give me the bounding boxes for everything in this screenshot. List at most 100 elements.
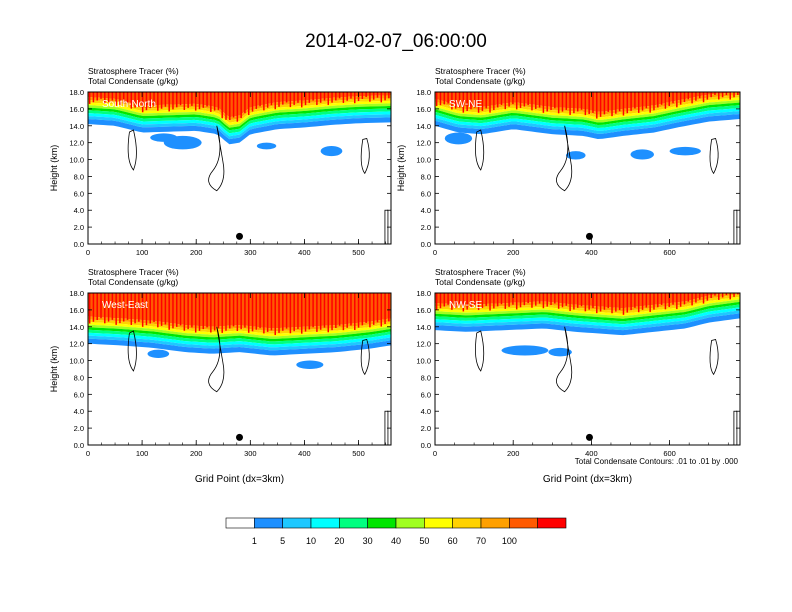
- tracer-streak: [255, 92, 258, 109]
- tracer-streak: [191, 293, 193, 328]
- tracer-streak: [714, 293, 716, 296]
- tracer-field: [88, 293, 391, 445]
- tracer-streak: [206, 92, 208, 107]
- y-tick-label: 18.0: [416, 88, 431, 97]
- tracer-streak: [141, 293, 144, 327]
- tracer-streak: [523, 293, 526, 306]
- x-tick-label: 600: [663, 449, 676, 458]
- colorbar-swatch: [509, 517, 538, 529]
- tracer-patch: [256, 142, 277, 150]
- tracer-streak: [668, 92, 670, 107]
- tracer-streak: [664, 92, 667, 109]
- tracer-streak: [134, 92, 136, 108]
- tracer-streak: [630, 293, 632, 311]
- tracer-streak: [535, 293, 537, 306]
- tracer-band-9: [88, 316, 391, 332]
- panel-title-condensate: Total Condensate (g/kg): [88, 76, 178, 86]
- tracer-streak: [641, 293, 644, 310]
- tracer-streak: [710, 92, 712, 98]
- tracer-band-4: [88, 329, 391, 345]
- tracer-streak: [274, 92, 276, 110]
- tracer-streak: [603, 92, 606, 115]
- tracer-streak: [588, 92, 590, 115]
- tracer-streak: [183, 92, 186, 110]
- colorbar-label: 40: [391, 536, 401, 546]
- tracer-streak: [388, 293, 390, 322]
- tracer-streak: [622, 293, 625, 315]
- y-tick-label: 16.0: [416, 306, 431, 315]
- tracer-streak: [316, 293, 318, 332]
- tracer-streak: [263, 293, 265, 334]
- tracer-band-10: [88, 92, 391, 118]
- location-marker: [585, 433, 593, 441]
- tracer-streak: [611, 92, 613, 117]
- plot-frame: [434, 292, 741, 446]
- tracer-streak: [706, 293, 709, 301]
- tracer-streak: [138, 293, 140, 322]
- tracer-band-4: [435, 304, 740, 325]
- panel-label: South-North: [102, 99, 156, 110]
- tracer-streak: [649, 293, 651, 312]
- tracer-streak: [88, 92, 91, 104]
- tracer-streak: [96, 92, 98, 101]
- tracer-streak: [176, 293, 178, 327]
- tracer-streak: [293, 92, 295, 105]
- tracer-streak: [554, 92, 556, 109]
- x-tick-label: 200: [507, 248, 520, 257]
- x-tick-label: 500: [352, 449, 365, 458]
- y-tick-label: 10.0: [69, 156, 84, 165]
- tracer-streak: [737, 92, 739, 96]
- panel-title-tracer: Stratosphere Tracer (%): [88, 267, 179, 277]
- tracer-streak: [157, 293, 159, 328]
- tracer-streak: [538, 92, 541, 108]
- tracer-streak: [607, 293, 609, 309]
- tracer-streak: [454, 293, 457, 309]
- tracer-streak: [573, 92, 575, 114]
- tracer-streak: [172, 293, 174, 329]
- y-axis-label: Height (km): [49, 145, 59, 192]
- tracer-streak: [512, 293, 514, 305]
- tracer-streak: [153, 293, 155, 323]
- y-axis-label: Height (km): [396, 145, 406, 192]
- tracer-band-6: [435, 299, 740, 319]
- tracer-streak: [100, 92, 102, 99]
- tracer-streak: [372, 92, 375, 100]
- contour-note: Total Condensate Contours: .01 to .01 by…: [574, 457, 738, 466]
- colorbar-swatch: [424, 517, 453, 529]
- tracer-patch: [501, 345, 549, 356]
- tracer-streak: [130, 92, 133, 109]
- tracer-patch: [669, 146, 701, 156]
- tracer-streak: [611, 293, 613, 314]
- tracer-streak: [691, 293, 693, 306]
- y-tick-label: 0.0: [421, 240, 431, 249]
- tracer-streak: [458, 92, 461, 108]
- tracer-streak: [458, 293, 461, 307]
- tracer-band-7: [435, 97, 740, 120]
- tracer-streak: [615, 293, 617, 312]
- tracer-streak: [168, 293, 170, 330]
- tracer-streak: [702, 293, 705, 304]
- tracer-streak: [384, 92, 386, 101]
- tracer-streak: [596, 92, 598, 119]
- tracer-streak: [138, 92, 140, 107]
- tracer-streak: [698, 92, 701, 99]
- tracer-streak: [225, 92, 227, 120]
- tracer-streak: [481, 92, 484, 111]
- tracer-streak: [130, 293, 133, 325]
- tracer-streak: [297, 92, 299, 103]
- tracer-streak: [599, 293, 602, 312]
- y-tick-label: 18.0: [69, 88, 84, 97]
- tracer-streak: [104, 92, 106, 104]
- tracer-streak: [729, 293, 731, 300]
- tracer-band-9: [435, 293, 740, 312]
- tracer-band-3: [435, 307, 740, 328]
- y-tick-label: 6.0: [74, 390, 84, 399]
- tracer-streak: [342, 92, 345, 103]
- tracer-band-4: [435, 105, 740, 128]
- tracer-streak: [599, 92, 602, 117]
- x-tick-label: 400: [298, 449, 311, 458]
- tracer-streak: [202, 293, 205, 330]
- condensate-contour: [709, 338, 719, 376]
- location-marker: [236, 232, 243, 240]
- tracer-streak: [561, 92, 564, 112]
